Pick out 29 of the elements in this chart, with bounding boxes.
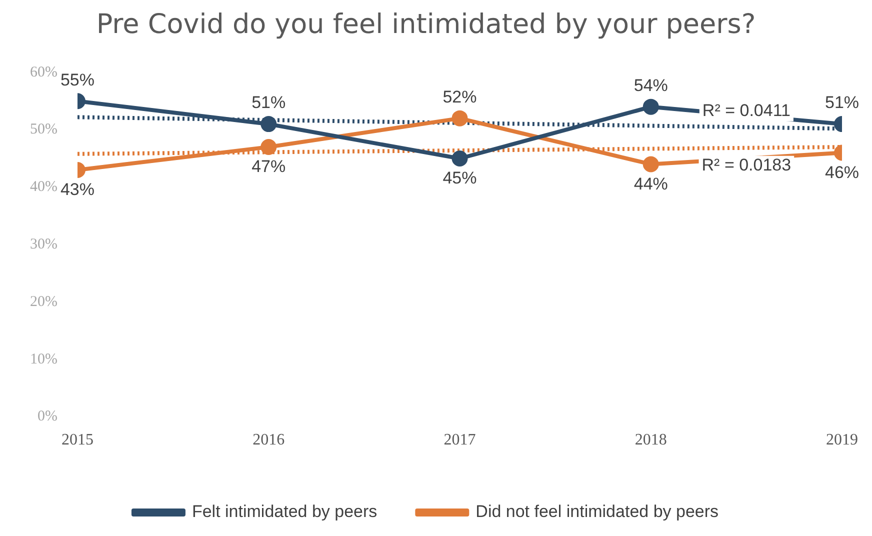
y-tick-label: 0% bbox=[37, 408, 58, 425]
legend-label: Did not feel intimidated by peers bbox=[476, 502, 719, 522]
x-tick-label: 2019 bbox=[826, 432, 858, 449]
point bbox=[452, 110, 468, 126]
y-tick-label: 20% bbox=[30, 294, 58, 310]
x-tick-label: 2016 bbox=[252, 432, 285, 449]
legend-label: Felt intimidated by peers bbox=[192, 502, 378, 522]
data-label: 55% bbox=[60, 70, 95, 90]
x-tick-label: 2018 bbox=[634, 432, 667, 449]
chart-title: Pre Covid do you feel intimidated by your peers? bbox=[96, 9, 756, 40]
point bbox=[452, 150, 468, 166]
data-label: 54% bbox=[634, 76, 668, 96]
x-tick-label: 2017 bbox=[444, 432, 476, 449]
annotation: R² = 0.0183 bbox=[702, 156, 792, 175]
data-label: 52% bbox=[442, 88, 477, 107]
x-tick-label: 2015 bbox=[61, 432, 94, 449]
y-tick-label: 30% bbox=[30, 236, 58, 253]
data-label: 43% bbox=[60, 180, 95, 200]
annotation: R² = 0.0411 bbox=[702, 100, 790, 120]
y-tick-label: 50% bbox=[30, 122, 58, 138]
y-tick-label: 10% bbox=[30, 351, 58, 368]
data-label: 44% bbox=[634, 174, 668, 194]
data-label: 47% bbox=[252, 157, 286, 176]
data-label: 51% bbox=[824, 93, 860, 112]
y-tick-label: 60% bbox=[30, 64, 58, 80]
data-label: 45% bbox=[442, 168, 477, 188]
data-label: 51% bbox=[252, 93, 286, 112]
y-tick-label: 40% bbox=[30, 179, 58, 196]
data-label: 46% bbox=[824, 162, 860, 182]
